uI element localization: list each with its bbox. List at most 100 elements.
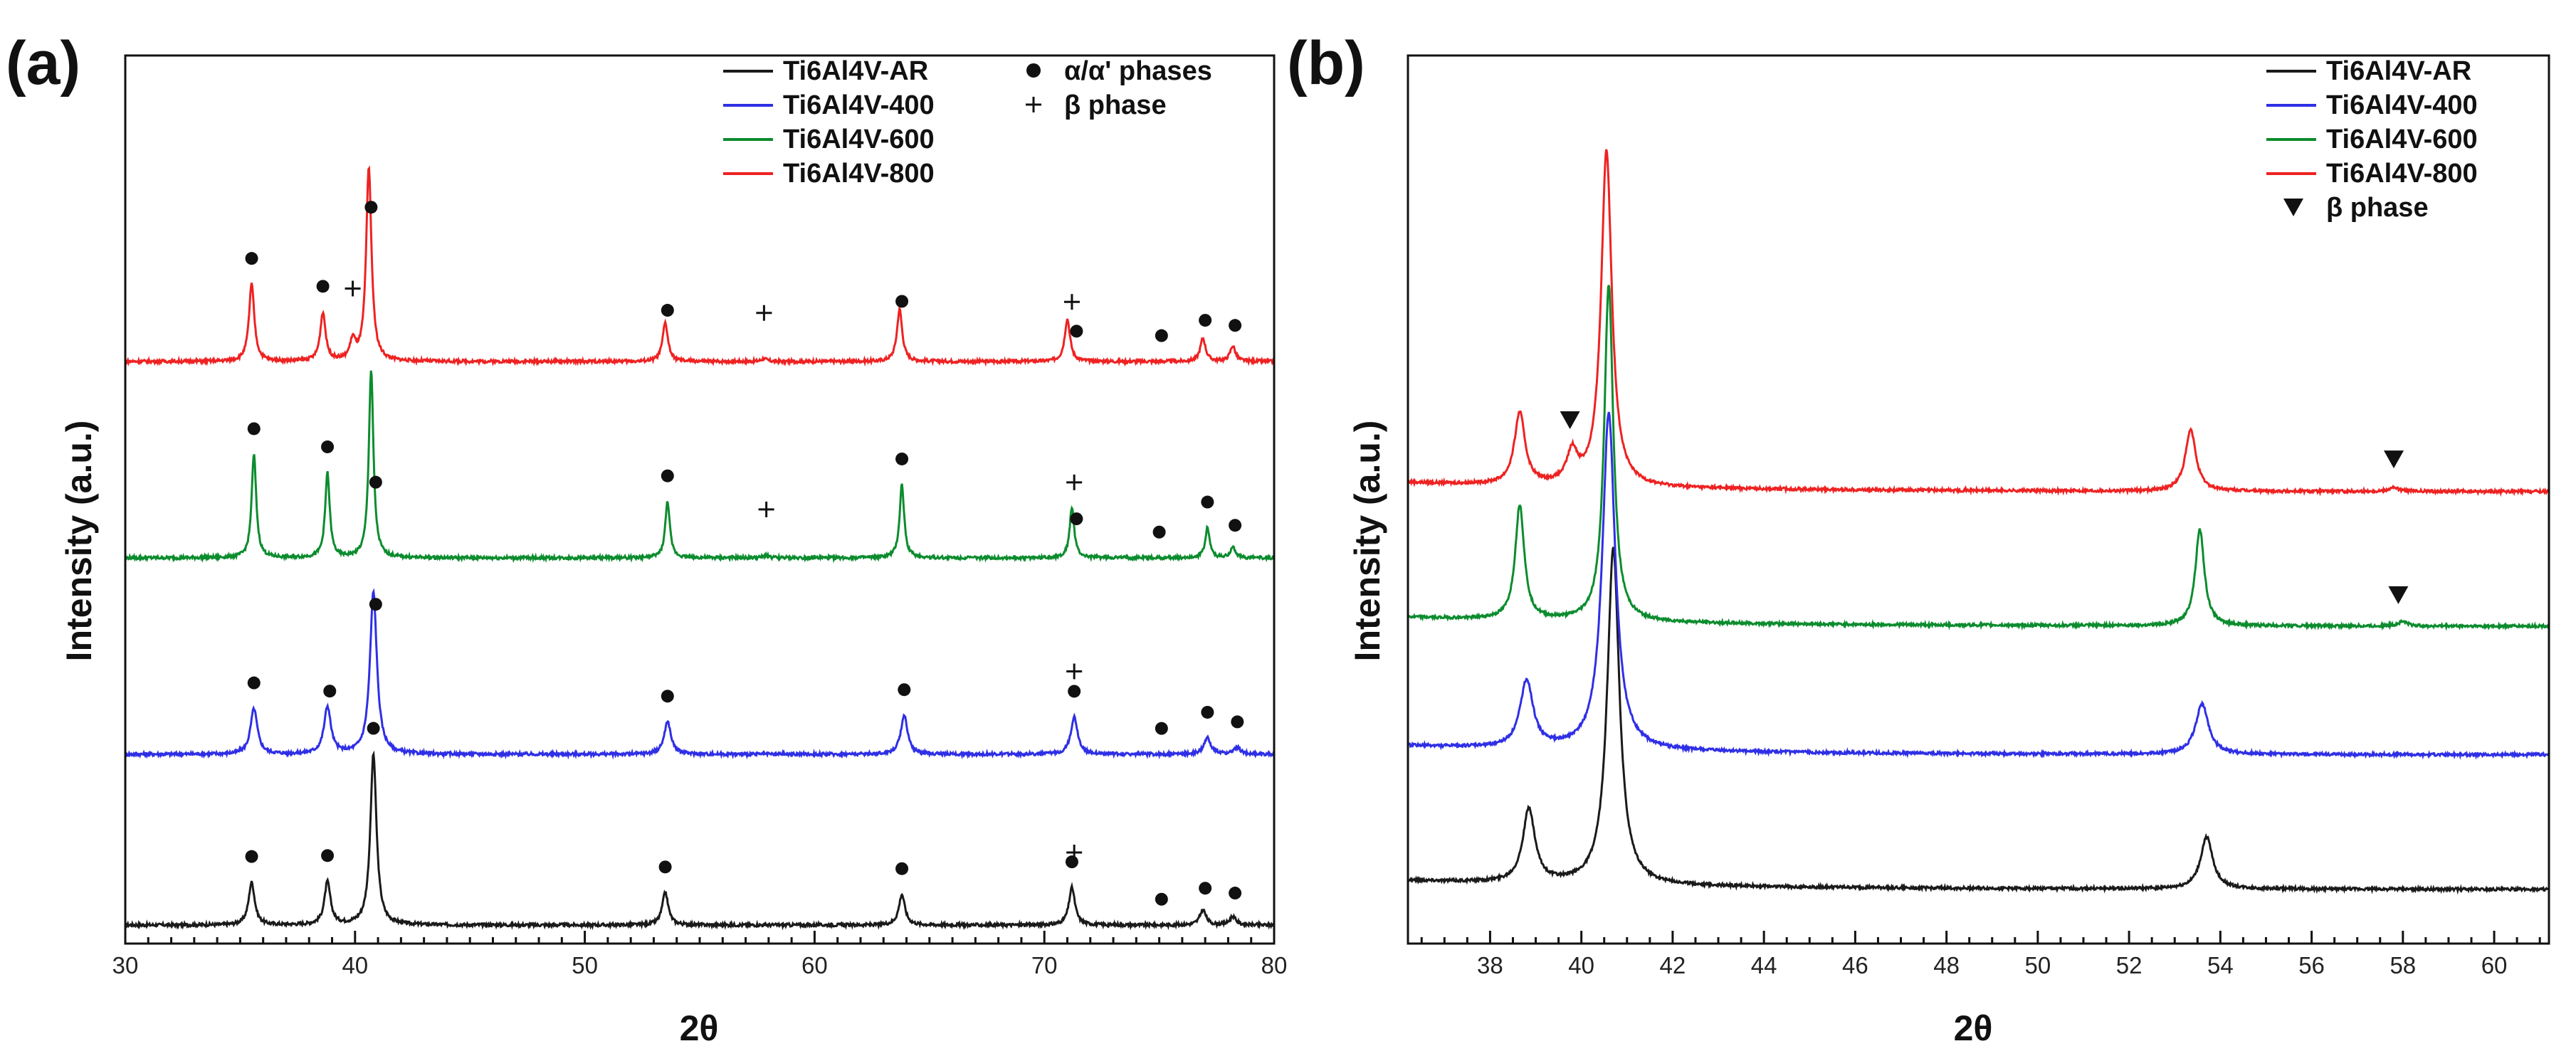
alpha-phase-marker: [321, 440, 335, 453]
series-line-ti6al4v-800: [1408, 149, 2549, 497]
x-tick-label: 38: [1477, 952, 1503, 978]
alpha-phase-marker: [895, 452, 909, 465]
alpha-phase-marker: [1068, 685, 1081, 698]
x-tick-label: 40: [342, 952, 368, 978]
panel-a-xlabel: 2θ: [680, 1008, 719, 1048]
x-tick-label: 30: [112, 952, 139, 978]
alpha-phase-marker: [661, 690, 674, 703]
panel-a-x-axis: 30 40 50 60 70 80: [112, 931, 1288, 978]
alpha-phase-marker: [247, 676, 261, 690]
x-tick-label: 60: [801, 952, 828, 978]
alpha-phase-marker: [323, 685, 337, 698]
alpha-phase-marker: [1199, 882, 1212, 895]
beta-phase-marker: [1063, 294, 1080, 310]
alpha-phase-marker: [321, 849, 335, 862]
alpha-phase-marker: [369, 475, 382, 489]
x-tick-label: 46: [1842, 952, 1868, 978]
panel-a-ylabel: Intensity (a.u.): [59, 421, 99, 662]
alpha-phase-marker: [1201, 705, 1214, 719]
x-tick-label: 80: [1261, 952, 1288, 978]
x-tick-label: 44: [1751, 952, 1777, 978]
x-tick-label: 40: [1568, 952, 1594, 978]
alpha-phase-marker: [661, 304, 674, 317]
alpha-phase-marker: [1152, 525, 1166, 539]
panel-b-label: (b): [1287, 29, 1365, 97]
x-tick-label: 54: [2207, 952, 2234, 978]
x-tick-label: 56: [2298, 952, 2325, 978]
series-line-ti6al4v-600: [125, 370, 1274, 564]
alpha-phase-marker: [247, 422, 261, 435]
panel-b-markers: [1560, 411, 2409, 604]
alpha-phase-marker: [1070, 512, 1083, 526]
x-tick-label: 50: [572, 952, 598, 978]
alpha-phase-marker: [1231, 715, 1244, 729]
alpha-phase-marker: [1070, 324, 1083, 338]
legend-phase-label: α/α' phases: [1064, 56, 1212, 86]
panel-a-curves: [125, 165, 1274, 931]
alpha-phase-marker: [245, 850, 258, 863]
x-tick-label: 50: [2024, 952, 2051, 978]
beta-phase-marker: [345, 280, 361, 297]
beta-phase-marker: [2383, 450, 2404, 469]
series-line-ti6al4v-400: [125, 588, 1274, 760]
series-line-ti6al4v-400: [1408, 411, 2549, 760]
beta-phase-marker: [1066, 663, 1083, 680]
panel-a-label: (a): [6, 29, 80, 97]
x-tick-label: 58: [2390, 952, 2416, 978]
alpha-phase-marker: [369, 598, 382, 611]
panel-b-x-axis: 38 40 42 44 46 48 50 52 54 56 58 60: [1420, 931, 2541, 978]
series-line-ti6al4v-600: [1408, 285, 2549, 631]
beta-phase-marker: [758, 501, 774, 517]
legend-label: Ti6Al4V-600: [783, 125, 935, 154]
legend-label: Ti6Al4V-800: [783, 159, 935, 189]
alpha-phase-marker: [895, 295, 909, 308]
series-line-ti6al4v-ar: [1408, 547, 2549, 895]
alpha-phase-marker: [1229, 887, 1242, 900]
alpha-phase-marker: [364, 201, 378, 214]
legend-label: Ti6Al4V-AR: [2326, 56, 2471, 86]
panel-a-legend: Ti6Al4V-AR Ti6Al4V-400 Ti6Al4V-600 Ti6Al4V-…: [723, 56, 1212, 189]
legend-phase-label: β phase: [1064, 90, 1167, 120]
panel-b-ylabel: Intensity (a.u.): [1347, 421, 1387, 662]
alpha-phase-marker: [316, 280, 330, 293]
legend-label: Ti6Al4V-400: [783, 90, 935, 120]
panel-a: (a) Intensity (a.u.) 2θ 30 40 50 60 70 80 Ti6…: [6, 29, 1287, 1048]
series-line-ti6al4v-ar: [125, 750, 1274, 931]
x-tick-label: 42: [1660, 952, 1686, 978]
beta-phase-marker: [756, 305, 772, 321]
alpha-phase-marker: [895, 862, 909, 875]
panel-b-frame: [1407, 54, 2550, 945]
panel-b-curves: [1408, 149, 2549, 895]
legend-beta-symbol: [2283, 199, 2303, 216]
legend-alpha-symbol: [1026, 63, 1041, 78]
panel-b-legend: Ti6Al4V-AR Ti6Al4V-400 Ti6Al4V-600 Ti6Al4V-…: [2266, 56, 2478, 223]
series-line-ti6al4v-800: [125, 165, 1274, 367]
legend-beta-symbol: [1026, 97, 1041, 112]
alpha-phase-marker: [245, 252, 258, 265]
panel-b: (b) Intensity (a.u.) 2θ 38 40 42 44 46 48 50 52…: [1287, 29, 2550, 1048]
x-tick-label: 70: [1031, 952, 1058, 978]
beta-phase-marker: [2388, 586, 2409, 604]
alpha-phase-marker: [1155, 329, 1168, 342]
alpha-phase-marker: [658, 860, 672, 874]
alpha-phase-marker: [661, 469, 674, 482]
legend-label: Ti6Al4V-800: [2326, 159, 2478, 189]
x-tick-label: 60: [2481, 952, 2508, 978]
alpha-phase-marker: [1229, 319, 1242, 332]
alpha-phase-marker: [1201, 495, 1214, 509]
beta-phase-marker: [1066, 844, 1083, 860]
panel-a-markers: [245, 201, 1244, 906]
alpha-phase-marker: [1065, 855, 1078, 869]
x-tick-label: 48: [1933, 952, 1960, 978]
panel-a-frame: [124, 54, 1276, 945]
beta-phase-marker: [1066, 474, 1083, 490]
alpha-phase-marker: [1155, 892, 1168, 906]
legend-label: Ti6Al4V-600: [2326, 125, 2478, 154]
panel-b-xlabel: 2θ: [1954, 1008, 1993, 1048]
alpha-phase-marker: [1199, 314, 1212, 327]
alpha-phase-marker: [1155, 722, 1168, 735]
legend-phase-label: β phase: [2326, 193, 2429, 223]
beta-phase-marker: [1560, 411, 1580, 430]
alpha-phase-marker: [898, 683, 911, 697]
